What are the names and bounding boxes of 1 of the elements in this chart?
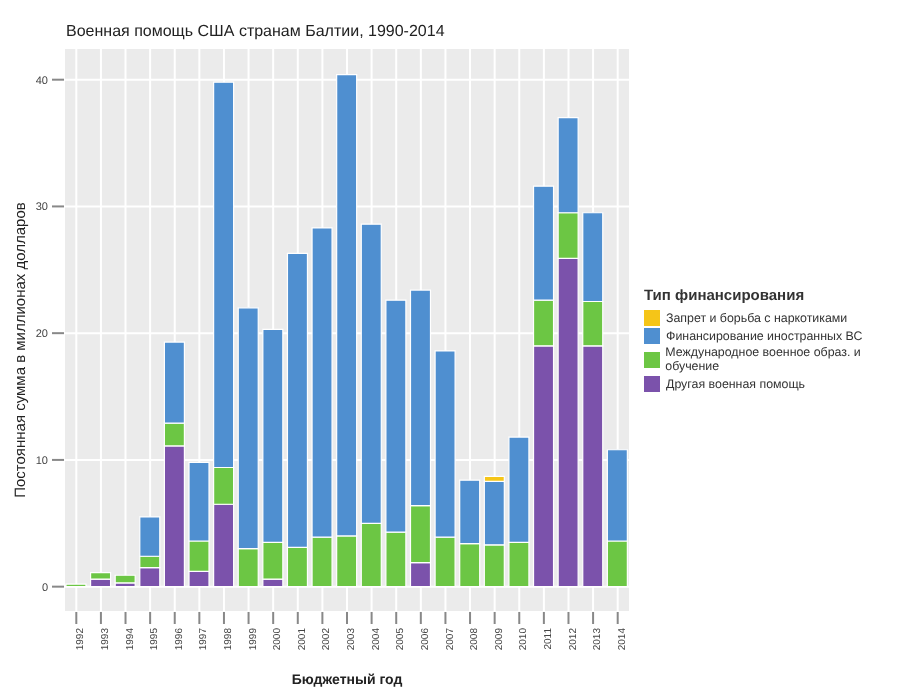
chart-title: Военная помощь США странам Балтии, 1990-2014 [66,22,445,40]
